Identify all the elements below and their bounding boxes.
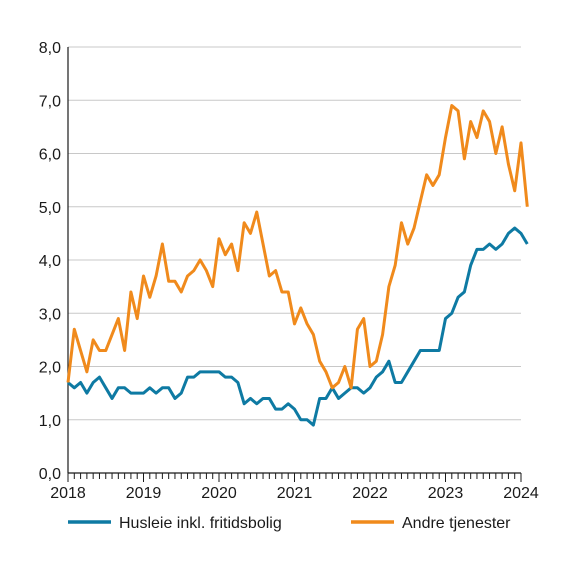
legend-label: Andre tjenester	[402, 515, 511, 532]
x-tick-label: 2020	[201, 485, 237, 502]
x-tick-label: 2021	[277, 485, 313, 502]
y-tick-label: 0,0	[39, 466, 61, 483]
y-tick-label: 6,0	[39, 147, 61, 164]
x-tick-label: 2023	[428, 485, 464, 502]
y-tick-labels: 0,0 1,0 2,0 3,0 4,0 5,0 6,0 7,0 8,0	[39, 40, 61, 483]
y-tick-label: 1,0	[39, 413, 61, 430]
y-tick-label: 8,0	[39, 40, 61, 57]
y-tick-label: 5,0	[39, 200, 61, 217]
x-tick-label: 2024	[503, 485, 539, 502]
y-tick-label: 7,0	[39, 93, 61, 110]
x-tick-label: 2018	[50, 485, 86, 502]
series-line-1	[67, 226, 529, 427]
x-tick-label: 2022	[352, 485, 388, 502]
series-lines	[66, 104, 529, 427]
x-tick-label: 2019	[126, 485, 162, 502]
legend-label: Husleie inkl. fritidsbolig	[119, 515, 282, 532]
x-tick-labels: 2018 2019 2020 2021 2022 2023 2024	[50, 485, 539, 502]
series-line-2	[66, 104, 529, 390]
y-tick-label: 2,0	[39, 360, 61, 377]
y-tick-label: 3,0	[39, 306, 61, 323]
axes	[67, 47, 522, 482]
legend: Husleie inkl. fritidsbolig Andre tjeneste…	[68, 515, 511, 532]
y-tick-label: 4,0	[39, 253, 61, 270]
gridlines	[68, 46, 521, 421]
